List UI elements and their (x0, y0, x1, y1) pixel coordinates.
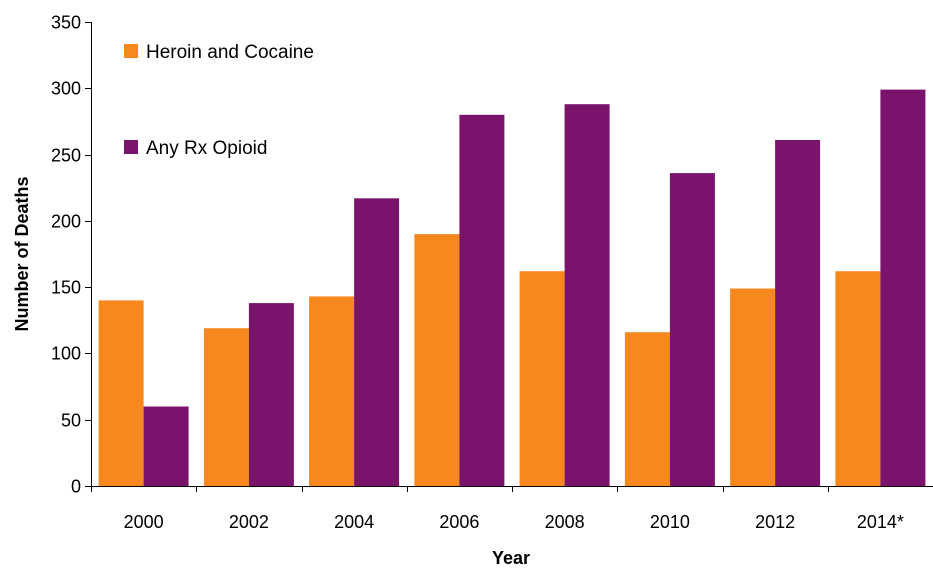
bars (98, 89, 926, 487)
bar-any-rx-opioid-2004 (354, 198, 400, 487)
bar-heroin-and-cocaine-2000 (98, 300, 144, 486)
bar-heroin-and-cocaine-2002 (203, 328, 249, 486)
y-tick-label: 100 (51, 344, 81, 364)
legend-label-heroin-and-cocaine: Heroin and Cocaine (146, 42, 314, 63)
x-tick-label: 2008 (545, 512, 585, 532)
y-tick-label: 300 (51, 79, 81, 99)
bar-heroin-and-cocaine-2010 (624, 332, 670, 486)
x-tick-label: 2002 (229, 512, 269, 532)
y-tick-label: 0 (71, 477, 81, 497)
legend-swatch-heroin-and-cocaine (124, 44, 138, 58)
x-tick-label: 2004 (334, 512, 374, 532)
x-axis-title: Year (492, 548, 530, 568)
x-tick-label: 2012 (755, 512, 795, 532)
y-axis-title: Number of Deaths (12, 176, 32, 331)
x-tick-label: 2010 (650, 512, 690, 532)
x-axis-ticks: 2000 2002 2004 2006 2008 2010 2012 2014* (91, 486, 904, 532)
bar-any-rx-opioid-2000 (143, 406, 189, 486)
y-axis-ticks: 0 50 100 150 200 250 300 350 (51, 13, 91, 497)
bar-heroin-and-cocaine-2004 (309, 296, 355, 486)
bar-any-rx-opioid-2010 (669, 173, 715, 486)
bar-heroin-and-cocaine-2006 (414, 234, 460, 486)
legend-label-any-rx-opioid: Any Rx Opioid (146, 138, 267, 159)
y-tick-label: 350 (51, 13, 81, 33)
legend-swatch-any-rx-opioid (124, 140, 138, 154)
bar-any-rx-opioid-2006 (459, 114, 505, 487)
x-tick-label: 2014* (857, 512, 904, 532)
x-tick-label: 2000 (124, 512, 164, 532)
bar-any-rx-opioid-2012 (775, 140, 821, 486)
bar-any-rx-opioid-2008 (564, 104, 610, 486)
x-tick-label: 2006 (439, 512, 479, 532)
bar-heroin-and-cocaine-2008 (519, 271, 565, 486)
bar-heroin-and-cocaine-2014 (835, 271, 881, 486)
y-tick-label: 200 (51, 212, 81, 232)
bar-heroin-and-cocaine-2012 (730, 288, 776, 486)
y-tick-label: 150 (51, 278, 81, 298)
legend: Heroin and Cocaine Any Rx Opioid (124, 42, 314, 159)
y-tick-label: 50 (61, 411, 81, 431)
bar-any-rx-opioid-2002 (248, 303, 294, 486)
bar-any-rx-opioid-2014 (880, 89, 926, 486)
y-tick-label: 250 (51, 146, 81, 166)
